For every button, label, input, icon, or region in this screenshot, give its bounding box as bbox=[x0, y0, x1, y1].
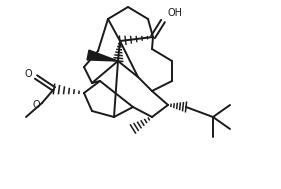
Text: O: O bbox=[24, 69, 32, 79]
Polygon shape bbox=[87, 50, 118, 61]
Text: O: O bbox=[32, 100, 40, 110]
Text: OH: OH bbox=[168, 8, 183, 18]
